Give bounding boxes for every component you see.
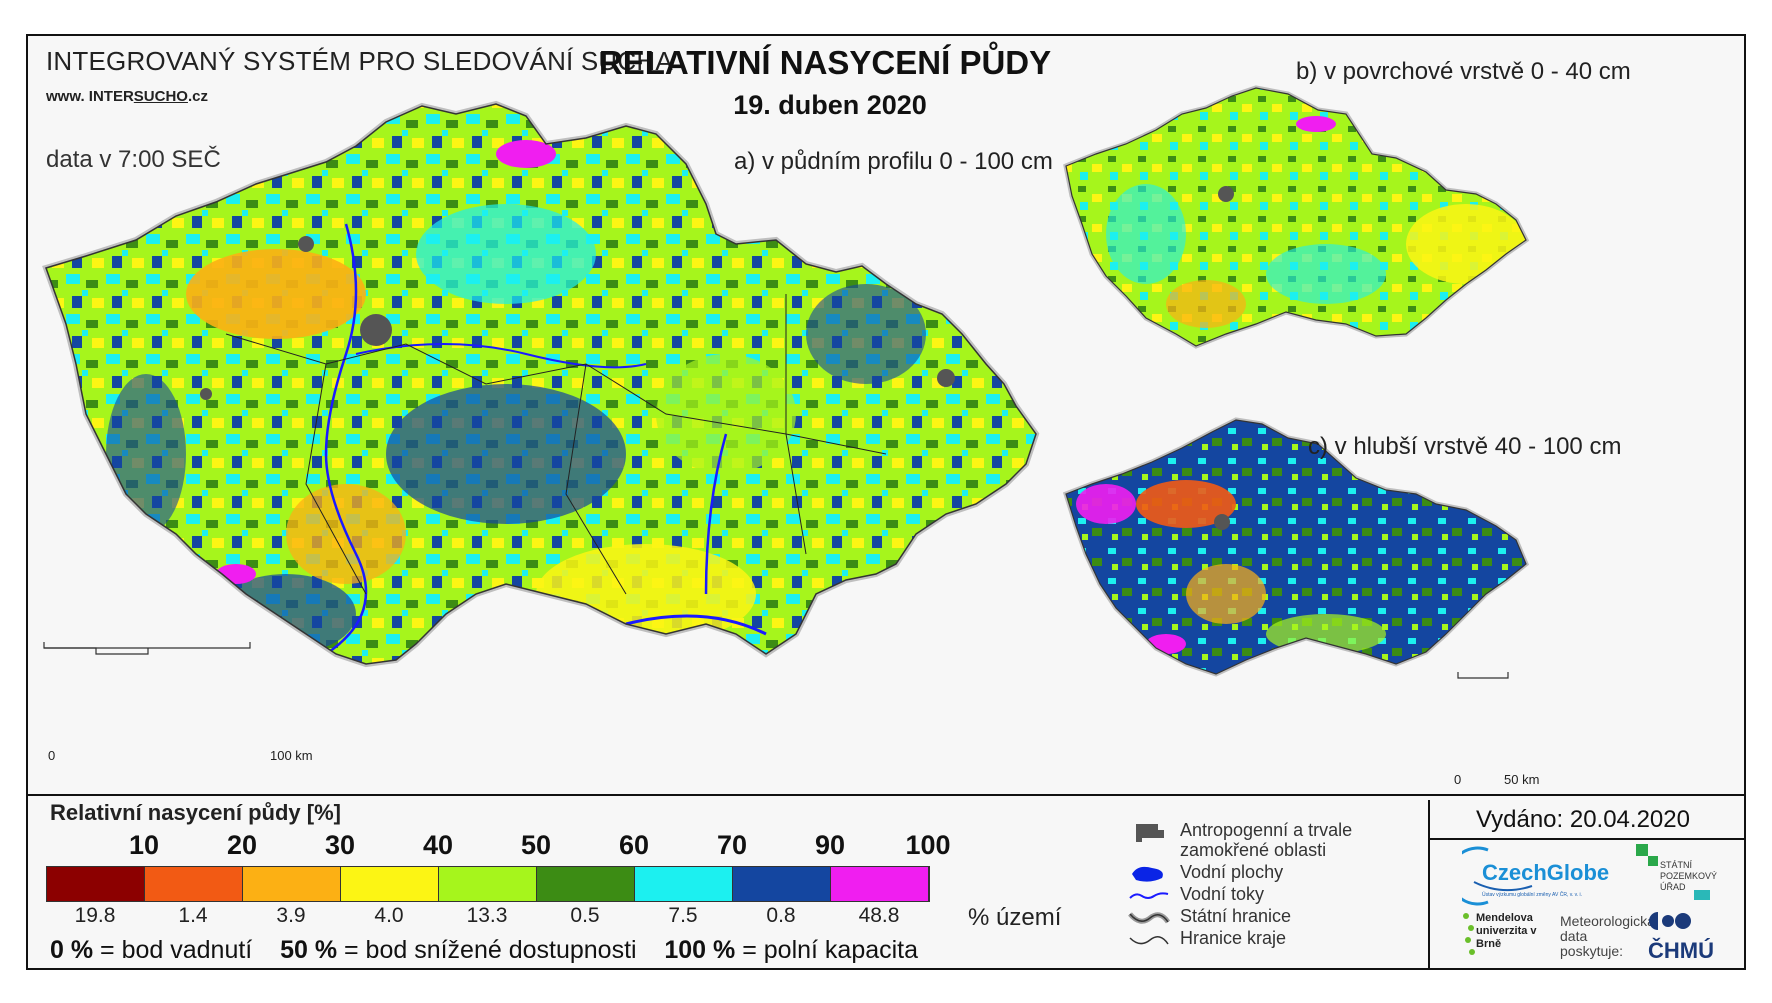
issued-box [1428,800,1748,970]
legend-area-share: 7.5 [668,904,698,927]
map-date: 19. duben 2020 [733,90,927,120]
state-border-icon [1128,912,1170,924]
map-c-label: c) v hlubší vrstvě 40 - 100 cm [1308,433,1622,460]
legend-area-share: 13.3 [466,904,508,927]
scale-c-start: 0 [1454,772,1462,787]
legend-area-share: 3.9 [276,904,306,927]
mendel-logo-dots [1463,913,1475,955]
website-link[interactable]: www. INTERSUCHO.cz [46,88,208,105]
legend-notes: 0 % = bod vadnutí 50 % = bod snížené dos… [50,936,919,964]
legend-color-class [635,867,733,901]
czechglobe-logo: CzechGlobe Ústav výzkumu globální změny … [1448,842,1632,913]
data-time: data v 7:00 SEČ [46,146,221,173]
legend-title: Relativní nasycení půdy [%] [50,800,341,825]
region-border-icon [1129,936,1169,945]
legend-threshold-label: 100 [905,830,951,860]
legend-color-bar [46,866,930,902]
symbol-anthropogenic: Antropogenní a trvale zamokřené oblasti [1128,820,1370,860]
legend-color-class [145,867,243,901]
scale-a-start: 0 [48,748,56,763]
czechglobe-name: CzechGlobe [1482,860,1609,885]
legend-area-share: 48.8 [858,904,900,927]
czechglobe-subtitle: Ústav výzkumu globální změny AV ČR, v. v… [1482,891,1582,898]
map-title: RELATIVNÍ NASYCENÍ PŮDY [598,44,1052,81]
spu-logo-mark [1636,844,1658,866]
system-name: INTEGROVANÝ SYSTÉM PRO SLEDOVÁNÍ SUCHA [46,46,673,76]
mendel-logo-text: Mendelova univerzita v Brně [1476,912,1537,950]
legend-area-share: 19.8 [74,904,116,927]
issued-date: Vydáno: 20.04.2020 [1476,806,1690,833]
map-b-label: b) v povrchové vrstvě 0 - 40 cm [1296,58,1631,85]
legend-color-class [537,867,635,901]
map-a-label: a) v půdním profilu 0 - 100 cm [734,148,1053,175]
legend-color-class [439,867,537,901]
legend-threshold-label: 50 [520,830,552,860]
legend-color-class [47,867,145,901]
legend-color-class [733,867,831,901]
issued-divider [1428,838,1746,840]
scale-a-end: 100 km [270,748,313,763]
scale-bar-a [43,642,251,655]
legend-area-share: 4.0 [374,904,404,927]
spu-logo-accent [1694,890,1710,900]
symbol-state-border: Státní hranice [1128,906,1291,928]
legend-threshold-label: 70 [716,830,748,860]
symbol-water-bodies: Vodní plochy [1128,862,1283,884]
legend-area-share: 0.5 [570,904,600,927]
legend-share-unit: % území [968,904,1062,931]
legend-threshold-label: 90 [814,830,846,860]
water-body-icon [1132,866,1163,882]
river-icon [1129,892,1169,899]
symbol-region-border: Hranice kraje [1128,928,1286,950]
legend-color-class [341,867,439,901]
legend-threshold-label: 10 [128,830,160,860]
scale-bar-c [1457,672,1509,679]
scale-c-end: 50 km [1504,772,1540,787]
chmu-logo-text: ČHMÚ [1648,938,1714,963]
meteo-data-provider: Meteorologická data poskytuje: [1560,913,1655,959]
legend-color-class [243,867,341,901]
legend-threshold-label: 30 [324,830,356,860]
chmu-logo-mark [1649,912,1691,930]
legend-area-share: 0.8 [766,904,796,927]
legend-panel [26,794,1746,972]
anthropogenic-area-icon [1136,824,1164,842]
symbol-rivers: Vodní toky [1128,884,1264,906]
legend-area-share: 1.4 [178,904,208,927]
soil-saturation-map-b [1026,74,1566,374]
legend-threshold-label: 20 [226,830,258,860]
legend-threshold-label: 40 [422,830,454,860]
legend-threshold-label: 60 [618,830,650,860]
spu-logo-text: STÁTNÍ POZEMKOVÝ ÚŘAD [1660,860,1718,892]
maps-canvas [26,34,1746,734]
legend-color-class [831,867,929,901]
soil-saturation-map-a [26,34,1126,734]
